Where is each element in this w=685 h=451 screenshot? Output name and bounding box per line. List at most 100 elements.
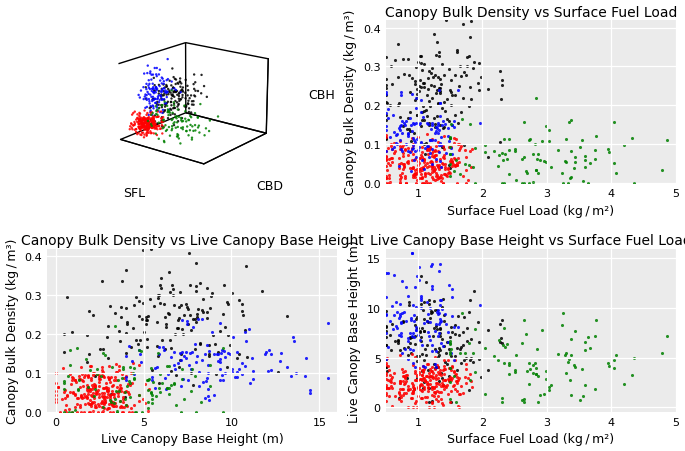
Point xyxy=(460,72,471,79)
Point xyxy=(386,155,397,162)
Point xyxy=(398,391,409,399)
Point xyxy=(163,370,174,377)
Point xyxy=(464,309,475,316)
Point xyxy=(435,114,446,121)
Point xyxy=(416,154,427,161)
Point xyxy=(445,349,456,356)
Point xyxy=(412,95,423,102)
Point xyxy=(380,157,391,164)
Point xyxy=(65,371,76,378)
Point xyxy=(454,171,465,178)
Point xyxy=(86,376,97,383)
Point xyxy=(214,319,225,327)
Point xyxy=(421,113,432,120)
Point xyxy=(400,147,411,155)
Point xyxy=(422,75,433,83)
Point xyxy=(429,346,440,353)
Point xyxy=(453,313,464,320)
Point xyxy=(185,282,196,289)
Point xyxy=(397,373,408,380)
Point xyxy=(407,333,418,341)
Point xyxy=(410,156,421,163)
Point xyxy=(116,387,127,394)
Point xyxy=(443,377,454,385)
Point xyxy=(411,373,422,380)
Point xyxy=(383,175,394,183)
Point xyxy=(398,166,409,173)
Point xyxy=(451,388,462,395)
Point xyxy=(91,389,102,396)
Point xyxy=(455,63,466,70)
Point xyxy=(435,297,446,304)
Point xyxy=(406,122,416,129)
Point xyxy=(113,387,124,394)
Point xyxy=(439,147,450,154)
Point xyxy=(204,305,215,313)
Point xyxy=(79,372,90,379)
Point xyxy=(86,402,97,409)
Point xyxy=(427,400,438,407)
Point xyxy=(445,152,456,159)
Point xyxy=(447,152,458,159)
Point xyxy=(119,403,129,410)
Point xyxy=(452,155,463,162)
Point xyxy=(436,164,447,171)
Point xyxy=(246,355,257,362)
Point xyxy=(76,392,87,399)
Point xyxy=(431,382,442,389)
Point xyxy=(422,92,433,99)
Point xyxy=(412,136,423,143)
Point xyxy=(114,403,125,410)
Point xyxy=(420,107,431,114)
Point xyxy=(425,127,436,134)
Point xyxy=(215,350,226,357)
Point xyxy=(50,369,61,377)
Point xyxy=(417,306,428,313)
Point xyxy=(408,346,419,354)
Point xyxy=(444,170,455,177)
Point xyxy=(147,392,158,399)
Point xyxy=(138,395,149,402)
Point xyxy=(382,363,393,370)
Point xyxy=(421,318,432,325)
Point xyxy=(109,396,120,403)
Point xyxy=(403,403,414,410)
Point xyxy=(419,378,429,386)
Point xyxy=(436,318,447,325)
Point xyxy=(462,324,473,331)
Point xyxy=(153,353,164,360)
Point xyxy=(429,307,440,314)
Point xyxy=(458,328,469,336)
Point xyxy=(413,162,424,169)
Point xyxy=(90,391,101,398)
Point xyxy=(116,304,127,311)
Point xyxy=(145,365,156,372)
Point xyxy=(428,176,439,184)
Point xyxy=(416,117,427,124)
Point xyxy=(410,120,421,127)
Point xyxy=(382,161,393,168)
Point xyxy=(456,344,466,351)
Point xyxy=(436,142,447,149)
Point xyxy=(662,138,673,145)
Point xyxy=(179,396,190,403)
Point xyxy=(451,374,462,381)
Point xyxy=(394,390,405,397)
Point xyxy=(395,92,406,99)
Point xyxy=(582,180,593,188)
Point xyxy=(412,157,423,165)
Point xyxy=(126,409,137,416)
Point xyxy=(419,61,429,69)
Point xyxy=(71,379,82,386)
Point xyxy=(429,354,440,361)
Point xyxy=(396,394,407,401)
Point xyxy=(240,327,251,334)
Point xyxy=(90,387,101,395)
Point xyxy=(88,383,99,391)
Point xyxy=(275,350,286,357)
Point xyxy=(451,161,462,169)
Point xyxy=(171,325,182,332)
Point xyxy=(421,278,432,285)
Point xyxy=(533,151,544,158)
Point xyxy=(71,400,82,408)
